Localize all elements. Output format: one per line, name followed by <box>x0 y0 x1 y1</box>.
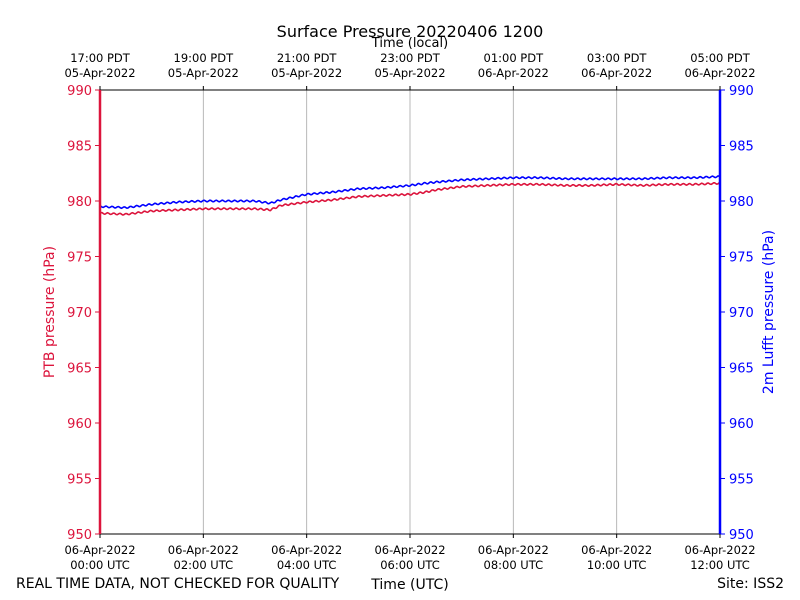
bottom-x-tick-date: 06-Apr-2022 <box>168 543 239 557</box>
left-y-tick-label: 965 <box>67 362 92 377</box>
right-y-tick-label: 970 <box>729 306 754 321</box>
bottom-x-tick-date: 06-Apr-2022 <box>64 543 135 557</box>
bottom-x-tick-date: 06-Apr-2022 <box>478 543 549 557</box>
site-label: Site: ISS2 <box>717 576 784 592</box>
left-y-tick-label: 990 <box>67 84 92 99</box>
quality-disclaimer: REAL TIME DATA, NOT CHECKED FOR QUALITY <box>16 576 340 592</box>
series-lines <box>99 175 721 216</box>
bottom-x-tick-date: 06-Apr-2022 <box>271 543 342 557</box>
left-y-tick-label: 980 <box>67 195 92 210</box>
right-y-tick-label: 955 <box>729 473 754 488</box>
bottom-x-tick-time: 04:00 UTC <box>277 558 337 572</box>
top-x-tick-date: 06-Apr-2022 <box>581 66 652 80</box>
bottom-x-tick-time: 08:00 UTC <box>484 558 544 572</box>
right-y-tick-label: 975 <box>729 251 754 266</box>
top-x-tick-time: 21:00 PDT <box>277 51 338 65</box>
top-x-tick-time: 17:00 PDT <box>70 51 131 65</box>
right-y-tick-label: 980 <box>729 195 754 210</box>
bottom-x-tick-date: 06-Apr-2022 <box>684 543 755 557</box>
top-x-tick-date: 05-Apr-2022 <box>168 66 239 80</box>
left-y-axis: 950 955 960 965 970 975 980 985 990 <box>67 84 100 543</box>
bottom-x-tick-date: 06-Apr-2022 <box>374 543 445 557</box>
right-y-tick-label: 960 <box>729 417 754 432</box>
top-x-tick-time: 01:00 PDT <box>484 51 545 65</box>
top-x-tick-time: 19:00 PDT <box>174 51 235 65</box>
bottom-x-tick-time: 06:00 UTC <box>380 558 440 572</box>
bottom-x-tick-time: 10:00 UTC <box>587 558 647 572</box>
bottom-x-tick-date: 06-Apr-2022 <box>581 543 652 557</box>
grid-lines <box>202 90 618 534</box>
x-axis-label: Time (UTC) <box>370 577 448 593</box>
top-x-tick-date: 05-Apr-2022 <box>374 66 445 80</box>
right-y-axis: 950 955 960 965 970 975 980 985 990 <box>720 84 754 543</box>
bottom-x-tick-time: 12:00 UTC <box>690 558 750 572</box>
left-y-tick-label: 950 <box>67 528 92 543</box>
bottom-x-tick-time: 00:00 UTC <box>70 558 130 572</box>
top-x-tick-date: 06-Apr-2022 <box>478 66 549 80</box>
right-y-tick-label: 990 <box>729 84 754 99</box>
series-line-1 <box>99 181 721 216</box>
top-x-tick-time: 05:00 PDT <box>690 51 751 65</box>
right-y-tick-label: 965 <box>729 362 754 377</box>
left-y-tick-label: 960 <box>67 417 92 432</box>
top-x-tick-time: 23:00 PDT <box>380 51 441 65</box>
left-y-tick-label: 985 <box>67 140 92 155</box>
top-x-tick-date: 06-Apr-2022 <box>684 66 755 80</box>
right-y-tick-label: 950 <box>729 528 754 543</box>
left-y-tick-label: 970 <box>67 306 92 321</box>
top-axis-label: Time (local) <box>371 36 448 51</box>
right-axis-label: 2m Lufft pressure (hPa) <box>761 230 777 394</box>
series-line-2 <box>99 175 721 210</box>
right-y-tick-label: 985 <box>729 140 754 155</box>
bottom-x-tick-time: 02:00 UTC <box>174 558 234 572</box>
top-x-tick-date: 05-Apr-2022 <box>271 66 342 80</box>
chart-title: Surface Pressure 20220406 1200 <box>277 22 544 41</box>
top-x-tick-date: 05-Apr-2022 <box>64 66 135 80</box>
top-x-tick-time: 03:00 PDT <box>587 51 648 65</box>
left-y-tick-label: 975 <box>67 251 92 266</box>
left-axis-label: PTB pressure (hPa) <box>42 246 58 378</box>
left-y-tick-label: 955 <box>67 473 92 488</box>
